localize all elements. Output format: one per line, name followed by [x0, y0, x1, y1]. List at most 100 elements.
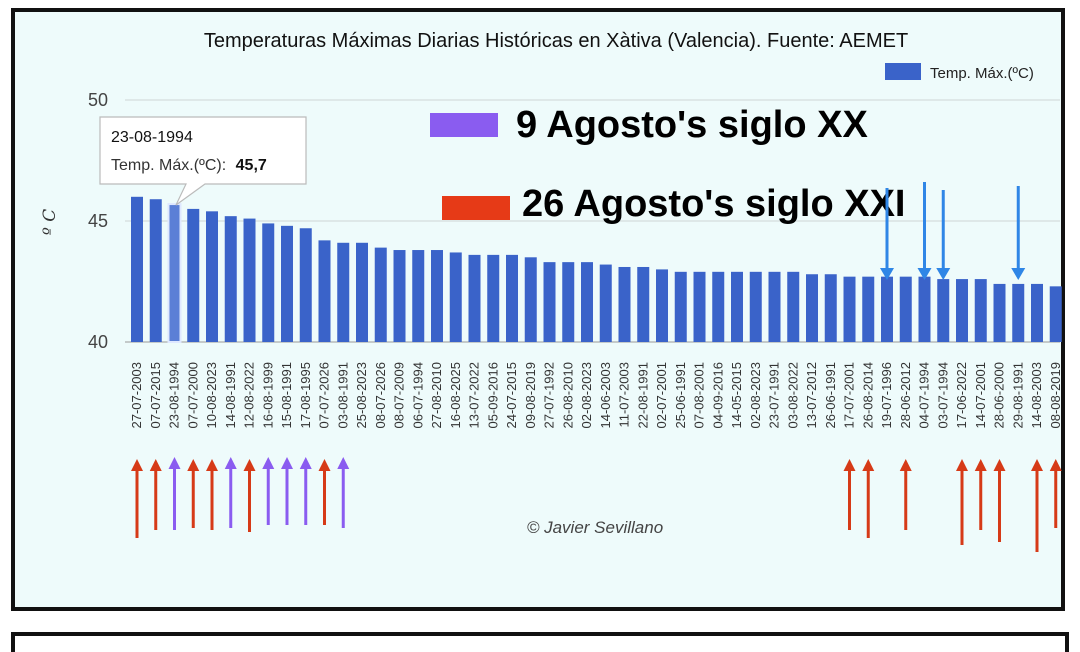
bar[interactable]	[993, 283, 1006, 342]
x-tick-label: 14-05-2015	[729, 362, 744, 429]
bar[interactable]	[712, 271, 725, 342]
x-tick-label: 03-07-1994	[935, 362, 950, 429]
bar[interactable]	[431, 250, 443, 342]
bar[interactable]	[243, 218, 256, 342]
x-tick-label: 03-08-2022	[785, 362, 800, 429]
bar[interactable]	[768, 271, 781, 342]
bar[interactable]	[899, 276, 912, 342]
red-arrow	[243, 459, 256, 532]
bar[interactable]	[599, 264, 612, 342]
bar[interactable]	[149, 199, 162, 342]
bar[interactable]	[843, 276, 856, 342]
bar[interactable]	[749, 271, 762, 342]
red-arrow	[149, 459, 162, 530]
bar-highlighted[interactable]	[167, 203, 182, 343]
bar[interactable]	[506, 254, 518, 342]
x-tick-label: 26-08-2010	[560, 362, 575, 429]
bar[interactable]	[787, 271, 800, 342]
red-arrow	[1031, 459, 1043, 552]
bar[interactable]	[618, 266, 631, 342]
red-arrow	[974, 459, 987, 530]
bar[interactable]	[918, 276, 931, 342]
bar[interactable]	[449, 252, 462, 342]
bar[interactable]	[393, 250, 406, 342]
x-tick-label: 07-07-2015	[148, 362, 163, 429]
annotation-red-text: 26 Agosto's siglo XXI	[522, 183, 906, 225]
tooltip: 23-08-1994 Temp. Máx.(ºC): 45,7	[99, 116, 307, 206]
x-tick-label: 03-08-1991	[335, 362, 350, 429]
x-tick-label: 25-06-1991	[673, 362, 688, 429]
bar[interactable]	[374, 247, 387, 342]
x-tick-label: 08-08-2019	[1048, 362, 1063, 429]
bar[interactable]	[956, 279, 968, 342]
red-arrow	[843, 459, 856, 530]
bar[interactable]	[656, 269, 668, 342]
bar[interactable]	[637, 266, 650, 342]
bar[interactable]	[674, 271, 687, 342]
legend-swatch	[885, 63, 921, 80]
bar[interactable]	[1012, 283, 1025, 342]
red-arrow	[956, 459, 968, 545]
bar[interactable]	[581, 262, 593, 342]
x-tick-label: 06-07-1994	[410, 362, 425, 429]
x-tick-label: 16-08-1999	[260, 362, 275, 429]
x-tick-label: 23-08-1994	[167, 362, 182, 429]
tooltip-line: Temp. Máx.(ºC): 45,7	[111, 157, 267, 174]
bar[interactable]	[824, 274, 837, 342]
bar[interactable]	[224, 216, 237, 342]
bar[interactable]	[1031, 283, 1043, 342]
bar[interactable]	[806, 274, 818, 342]
x-tick-label: 29-08-1991	[1010, 362, 1025, 429]
x-tick-label: 15-08-1991	[279, 362, 294, 429]
x-tick-label: 14-08-1991	[223, 362, 238, 429]
bar[interactable]	[543, 262, 556, 342]
y-axis-label: º C	[40, 209, 60, 235]
x-tick-label: 07-07-2026	[317, 362, 332, 429]
bar[interactable]	[262, 223, 275, 342]
x-tick-label: 13-07-2022	[467, 362, 482, 429]
x-tick-label: 04-09-2016	[710, 362, 725, 429]
x-tick-label: 02-07-2001	[654, 362, 669, 429]
bar[interactable]	[937, 279, 950, 342]
bar[interactable]	[524, 257, 537, 342]
x-tick-label: 25-08-2023	[354, 362, 369, 429]
red-arrow	[318, 459, 331, 525]
x-tick-label: 10-08-2023	[204, 362, 219, 429]
bar[interactable]	[356, 242, 368, 342]
bar[interactable]	[974, 279, 987, 342]
x-tick-label: 11-07-2003	[617, 362, 632, 428]
x-tick-label: 13-07-2012	[804, 362, 819, 429]
bar[interactable]	[1049, 286, 1062, 342]
bar[interactable]	[862, 276, 875, 342]
bar[interactable]	[562, 262, 575, 342]
bar[interactable]	[881, 276, 893, 342]
bar[interactable]	[299, 228, 312, 342]
x-tick-label: 02-08-2023	[579, 362, 594, 429]
bar[interactable]	[281, 225, 293, 342]
red-arrow	[899, 459, 912, 530]
bar[interactable]	[693, 271, 706, 342]
credit-text: © Javier Sevillano	[527, 518, 663, 537]
bar[interactable]	[412, 250, 425, 342]
bar[interactable]	[131, 196, 143, 342]
legend-label: Temp. Máx.(ºC)	[930, 65, 1034, 82]
bar[interactable]	[206, 211, 218, 342]
red-arrow	[131, 459, 143, 538]
bar[interactable]	[318, 240, 331, 342]
x-tick-label: 08-07-2026	[373, 362, 388, 429]
bar[interactable]	[187, 208, 200, 342]
bar[interactable]	[468, 254, 481, 342]
bar[interactable]	[487, 254, 500, 342]
y-axis: 40 45 50	[88, 90, 108, 352]
legend[interactable]: Temp. Máx.(ºC)	[885, 63, 1034, 82]
x-tick-label: 14-06-2003	[598, 362, 613, 429]
y-tick-label: 45	[88, 211, 108, 231]
x-tick-label: 17-07-2001	[842, 362, 857, 429]
bar[interactable]	[731, 271, 743, 342]
purple-arrow	[337, 457, 350, 528]
x-tick-label: 27-08-2010	[429, 362, 444, 429]
tooltip-box	[99, 116, 307, 206]
x-tick-label: 14-07-2001	[973, 362, 988, 429]
bar[interactable]	[337, 242, 350, 342]
